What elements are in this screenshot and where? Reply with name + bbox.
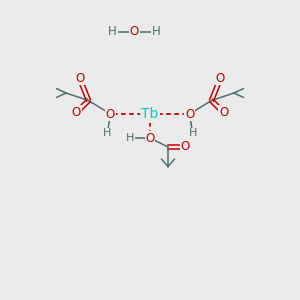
Text: O: O (181, 140, 190, 154)
Text: O: O (185, 107, 194, 121)
Text: Tb: Tb (141, 107, 159, 121)
Text: O: O (72, 106, 81, 119)
Text: O: O (106, 107, 115, 121)
Text: H: H (103, 128, 112, 139)
Text: H: H (108, 25, 117, 38)
Text: H: H (152, 25, 160, 38)
Text: H: H (126, 133, 134, 143)
Text: O: O (219, 106, 228, 119)
Text: O: O (75, 71, 84, 85)
Text: H: H (188, 128, 197, 139)
Text: O: O (216, 71, 225, 85)
Text: O: O (146, 131, 154, 145)
Text: O: O (130, 25, 139, 38)
